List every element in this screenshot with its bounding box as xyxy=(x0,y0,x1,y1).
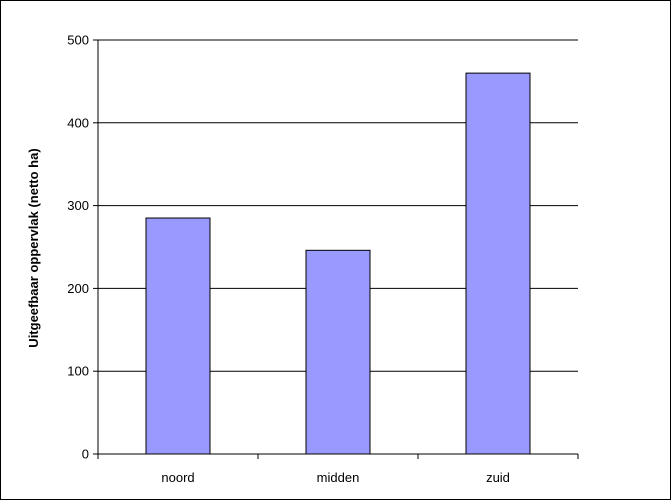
y-tick-label: 500 xyxy=(67,33,89,48)
y-axis-title: Uitgeefbaar oppervlak (netto ha) xyxy=(26,148,41,347)
bar-zuid xyxy=(465,72,531,455)
x-tick-label-midden: midden xyxy=(317,470,360,485)
y-tick-label: 100 xyxy=(67,364,89,379)
axes xyxy=(93,39,579,459)
x-tick-label-noord: noord xyxy=(161,470,194,485)
bars xyxy=(145,72,531,455)
bar-midden xyxy=(305,249,371,455)
y-tick-label: 400 xyxy=(67,115,89,130)
x-tick-label-zuid: zuid xyxy=(486,470,510,485)
bar-noord xyxy=(145,217,211,455)
y-tick-label: 200 xyxy=(67,281,89,296)
y-tick-labels: 0 100 200 300 400 500 xyxy=(67,33,89,462)
y-tick-label: 0 xyxy=(82,447,89,462)
y-tick-label: 300 xyxy=(67,198,89,213)
x-tick-labels: noord midden zuid xyxy=(161,470,510,485)
